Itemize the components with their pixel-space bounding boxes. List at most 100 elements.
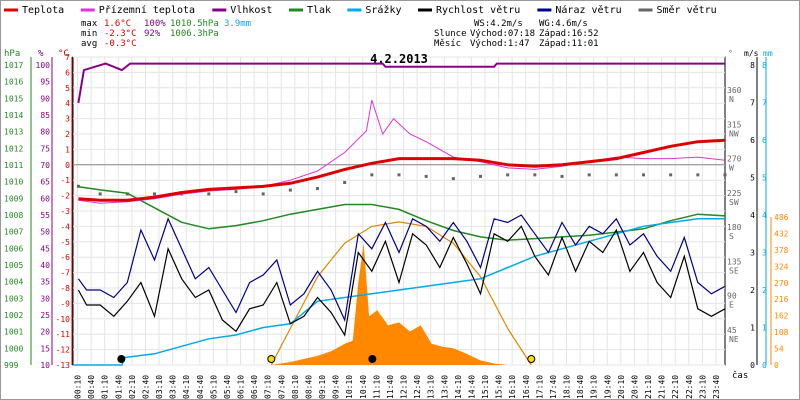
tick-hpa-14: 1003 xyxy=(4,294,23,303)
tick-x-24: 12:10 xyxy=(400,375,409,399)
sun-curve xyxy=(270,221,532,366)
wind-dir-dot xyxy=(506,173,510,177)
info-ws: WS:4.2m/s xyxy=(474,19,523,29)
tick-degc-0: 7 xyxy=(65,53,70,62)
info-sun-label: Slunce xyxy=(434,29,467,39)
wind-dir-dot xyxy=(288,188,292,192)
tick-x-31: 15:40 xyxy=(495,375,504,399)
tick-hpa-11: 1006 xyxy=(4,244,23,253)
tick-x-3: 01:40 xyxy=(114,375,123,399)
tick-pct-2: 90 xyxy=(40,94,50,103)
tick-x-46: 23:10 xyxy=(698,375,707,399)
tick-ms-3: 5 xyxy=(750,174,755,183)
tick-ms-0: 8 xyxy=(750,61,755,70)
tick-degc-16: -9 xyxy=(60,299,70,308)
legend-label-7: Směr větru xyxy=(657,4,717,16)
tick-mm-5: 3 xyxy=(762,249,767,258)
axis-deg-unit: ° xyxy=(728,49,733,58)
tick-x-30: 15:10 xyxy=(481,375,490,399)
tick-x-28: 14:10 xyxy=(454,375,463,399)
tick-hpa-12: 1005 xyxy=(4,261,23,270)
tick-pct-6: 70 xyxy=(40,161,50,170)
tick-degc-9: -2 xyxy=(60,192,70,201)
stat-label-max: max xyxy=(81,19,98,29)
tick-wm2-4: 270 xyxy=(774,279,789,288)
wind-dir-dot xyxy=(642,173,645,177)
tick-degc-2: 5 xyxy=(65,84,70,93)
tick-mm-2: 6 xyxy=(762,136,767,145)
temperature-line xyxy=(78,138,726,202)
tick-x-8: 04:10 xyxy=(182,375,191,399)
tick-mm-8: 0 xyxy=(762,361,767,370)
tick-degc-10: -3 xyxy=(60,207,70,216)
tick-hpa-9: 1008 xyxy=(4,211,23,220)
tick-x-43: 21:40 xyxy=(658,375,667,399)
tick-degc-1: 6 xyxy=(65,68,70,77)
tick-x-27: 13:40 xyxy=(440,375,449,399)
wind-dir-dot xyxy=(587,173,591,177)
tick-degc-3: 4 xyxy=(65,99,70,108)
tick-pct-9: 55 xyxy=(40,211,50,220)
tick-ms-1: 7 xyxy=(750,99,755,108)
tick-pct-13: 35 xyxy=(40,278,50,287)
stat-press-max: 1010.5hPa xyxy=(170,19,219,29)
wind-dir-dot xyxy=(451,177,455,181)
tick-x-40: 20:10 xyxy=(617,375,626,399)
tick-pct-16: 20 xyxy=(40,328,50,337)
stat-rain-max: 3.9mm xyxy=(224,19,251,29)
solar-area xyxy=(271,243,508,365)
tick-x-1: 00:40 xyxy=(87,375,96,399)
axis-x-label: čas xyxy=(732,370,748,381)
legend-label-1: Přízemní teplota xyxy=(99,4,195,16)
wind-dir-dot xyxy=(370,173,374,177)
wind-speed-line xyxy=(77,225,726,337)
tick-ms-4: 4 xyxy=(750,211,755,220)
tick-hpa-5: 1012 xyxy=(4,144,23,153)
axis-pct-unit: % xyxy=(38,49,44,59)
tick-wm2-7: 108 xyxy=(774,328,789,337)
tick-degc-5: 2 xyxy=(65,130,70,139)
tick-x-41: 20:40 xyxy=(630,375,639,399)
tick-mm-3: 5 xyxy=(762,174,767,183)
tick-x-47: 23:40 xyxy=(712,375,721,399)
wind-dir-dot xyxy=(397,173,401,177)
wind-dir-dot xyxy=(424,174,428,178)
chart-title: 4.2.2013 xyxy=(370,52,428,66)
tick-pct-7: 65 xyxy=(40,178,50,187)
info-sun-set: Západ:16:52 xyxy=(539,29,599,39)
tick-dir-5: SE xyxy=(729,266,739,275)
moonset-marker xyxy=(368,355,377,363)
legend-label-3: Tlak xyxy=(307,5,331,16)
pressure-line xyxy=(78,185,726,241)
tick-pct-12: 40 xyxy=(40,261,50,270)
wind-dir-dot xyxy=(76,184,80,188)
legend-label-5: Rychlost větru xyxy=(436,4,520,16)
tick-pct-1: 95 xyxy=(40,78,50,87)
tick-x-23: 11:40 xyxy=(386,375,395,399)
tick-wm2-3: 324 xyxy=(774,262,789,271)
legend-label-6: Náraz větru xyxy=(555,4,621,16)
stat-temp-avg: -0.3°C xyxy=(104,39,137,49)
tick-degc-6: 1 xyxy=(65,145,70,154)
tick-ms-7: 1 xyxy=(750,324,755,333)
tick-dir-7: NE xyxy=(729,335,739,344)
tick-hpa-4: 1013 xyxy=(4,128,23,137)
tick-x-20: 10:10 xyxy=(345,375,354,399)
tick-degc-18: -11 xyxy=(56,330,71,339)
tick-ms-5: 3 xyxy=(750,249,755,258)
tick-deg-0: 360 xyxy=(727,86,742,95)
tick-hpa-3: 1014 xyxy=(4,111,23,120)
tick-x-22: 11:10 xyxy=(372,375,381,399)
tick-pct-14: 30 xyxy=(40,294,50,303)
sunrise-marker xyxy=(267,355,276,363)
tick-degc-7: 0 xyxy=(65,161,70,170)
tick-degc-14: -7 xyxy=(60,269,70,278)
wind-dir-dot xyxy=(669,173,673,177)
tick-dir-1: NW xyxy=(729,129,739,138)
tick-wm2-0: 486 xyxy=(774,213,789,222)
tick-x-45: 22:40 xyxy=(685,375,694,399)
tick-x-12: 06:10 xyxy=(237,375,246,399)
tick-deg-6: 90 xyxy=(727,292,737,301)
tick-wm2-6: 162 xyxy=(774,312,789,321)
